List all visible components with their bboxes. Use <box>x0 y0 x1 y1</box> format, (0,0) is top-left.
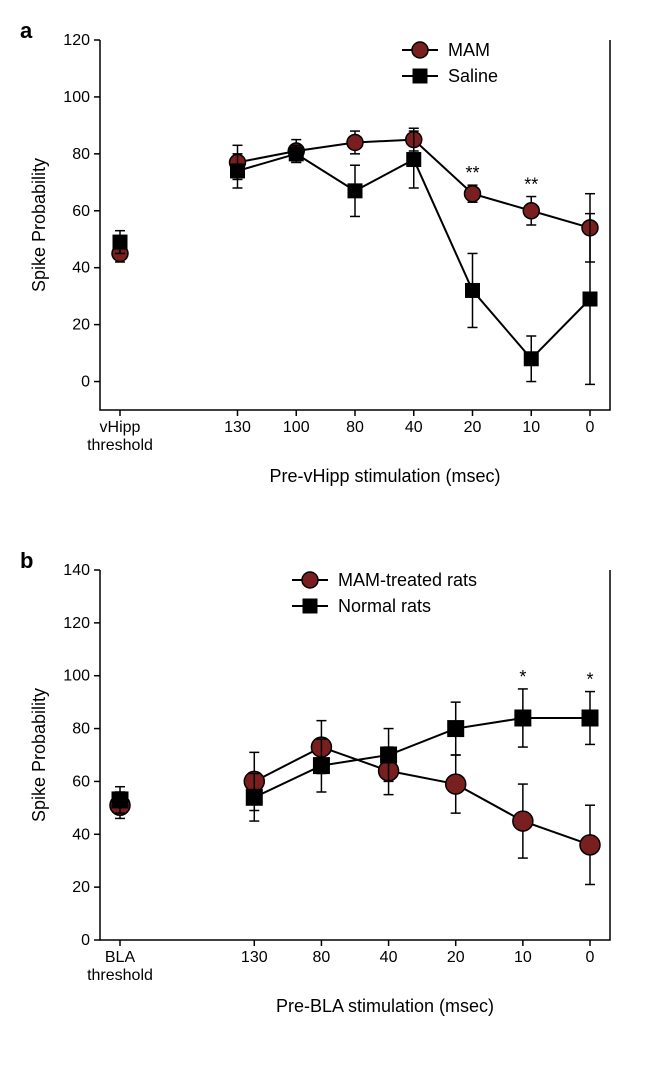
svg-text:20: 20 <box>447 949 465 966</box>
svg-text:10: 10 <box>522 419 540 436</box>
svg-text:MAM-treated rats: MAM-treated rats <box>338 570 477 590</box>
svg-text:**: ** <box>524 175 538 195</box>
panel-b: b020406080100120140Spike ProbabilityBLAt… <box>10 540 657 1050</box>
svg-text:130: 130 <box>224 419 251 436</box>
svg-text:10: 10 <box>514 949 532 966</box>
svg-text:40: 40 <box>72 260 90 277</box>
svg-text:Pre-BLA stimulation (msec): Pre-BLA stimulation (msec) <box>276 996 494 1016</box>
svg-text:140: 140 <box>63 562 90 579</box>
svg-text:60: 60 <box>72 203 90 220</box>
svg-text:*: * <box>519 667 526 687</box>
svg-text:130: 130 <box>241 949 268 966</box>
svg-text:60: 60 <box>72 773 90 790</box>
svg-text:BLA: BLA <box>105 949 136 966</box>
svg-text:threshold: threshold <box>87 967 153 984</box>
svg-text:0: 0 <box>586 419 595 436</box>
svg-text:80: 80 <box>72 721 90 738</box>
chart-b: b020406080100120140Spike ProbabilityBLAt… <box>10 540 657 1050</box>
svg-text:0: 0 <box>81 374 90 391</box>
svg-text:Pre-vHipp stimulation (msec): Pre-vHipp stimulation (msec) <box>269 466 500 486</box>
svg-text:40: 40 <box>380 949 398 966</box>
svg-text:80: 80 <box>346 419 364 436</box>
svg-text:**: ** <box>465 163 479 183</box>
svg-text:b: b <box>20 548 33 573</box>
svg-text:120: 120 <box>63 615 90 632</box>
figure: a020406080100120Spike ProbabilityvHippth… <box>10 10 657 1050</box>
svg-text:a: a <box>20 18 33 43</box>
svg-text:40: 40 <box>405 419 423 436</box>
svg-text:20: 20 <box>464 419 482 436</box>
svg-text:100: 100 <box>283 419 310 436</box>
svg-text:100: 100 <box>63 89 90 106</box>
svg-text:vHipp: vHipp <box>100 419 141 436</box>
svg-text:20: 20 <box>72 879 90 896</box>
svg-text:Saline: Saline <box>448 66 498 86</box>
chart-a: a020406080100120Spike ProbabilityvHippth… <box>10 10 657 510</box>
svg-text:*: * <box>586 670 593 690</box>
svg-text:80: 80 <box>72 146 90 163</box>
svg-text:40: 40 <box>72 826 90 843</box>
svg-text:Spike Probability: Spike Probability <box>29 688 49 822</box>
svg-text:Normal rats: Normal rats <box>338 596 431 616</box>
svg-text:120: 120 <box>63 32 90 49</box>
svg-text:threshold: threshold <box>87 437 153 454</box>
svg-text:MAM: MAM <box>448 40 490 60</box>
panel-a: a020406080100120Spike ProbabilityvHippth… <box>10 10 657 510</box>
svg-text:Spike Probability: Spike Probability <box>29 158 49 292</box>
svg-text:20: 20 <box>72 317 90 334</box>
svg-text:0: 0 <box>586 949 595 966</box>
svg-text:80: 80 <box>313 949 331 966</box>
svg-text:100: 100 <box>63 668 90 685</box>
svg-text:0: 0 <box>81 932 90 949</box>
